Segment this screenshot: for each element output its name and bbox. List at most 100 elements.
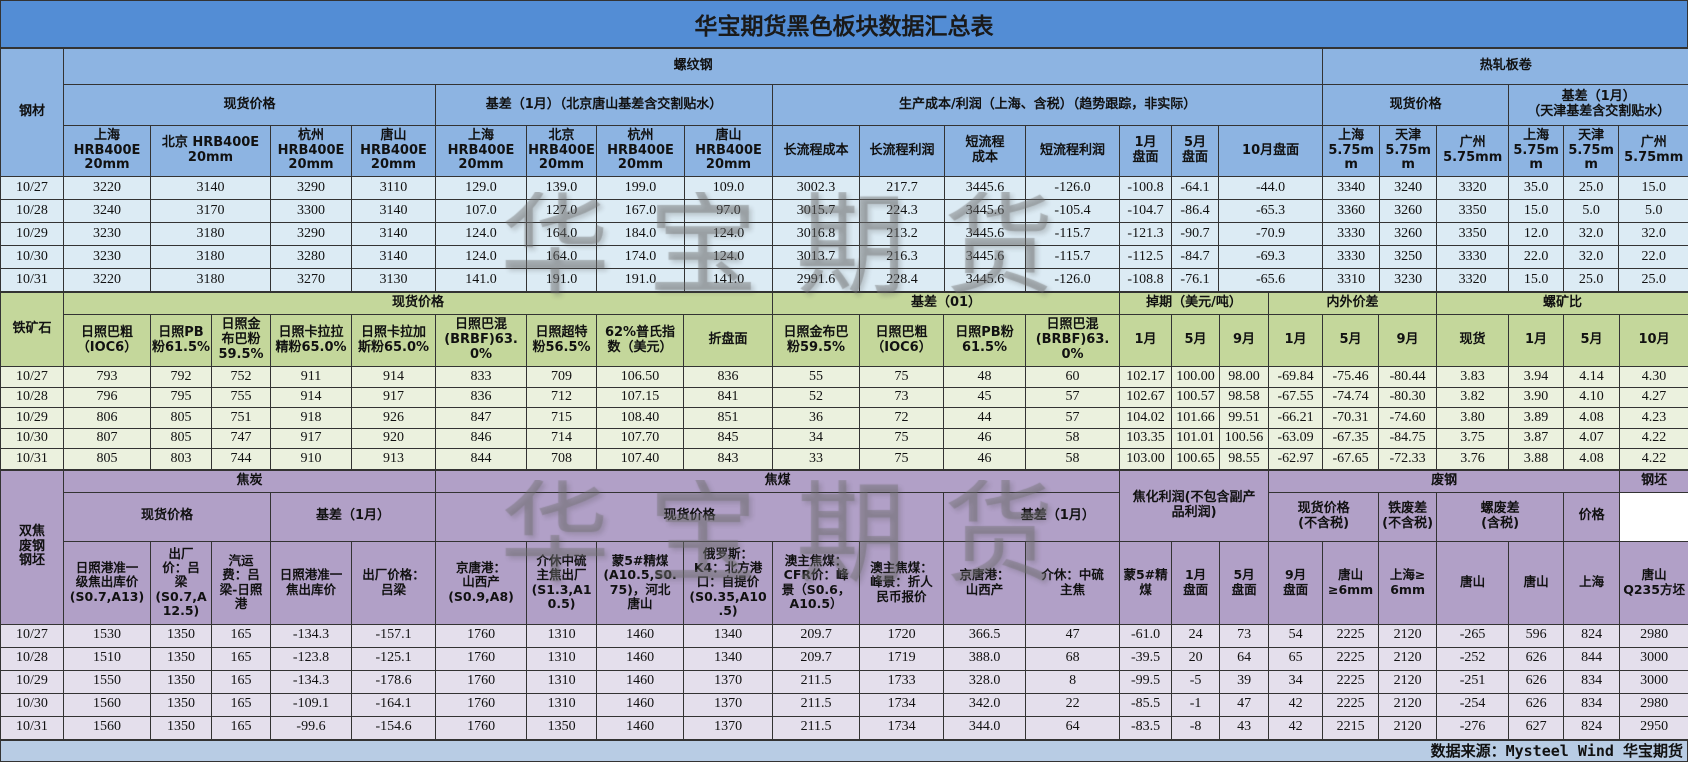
column-header: 唐山 — [1437, 541, 1509, 624]
scrap-spot-header: 现货价格 (不含税) — [1269, 492, 1379, 541]
column-header: 北京 HRB400E 20mm — [527, 126, 597, 177]
data-cell: 755 — [212, 387, 271, 408]
data-cell: 3.94 — [1509, 367, 1564, 388]
data-cell: 1760 — [436, 693, 527, 716]
data-cell: 792 — [151, 367, 212, 388]
data-cell: 1760 — [436, 624, 527, 647]
column-header: 长流程利润 — [860, 126, 945, 177]
column-header: 介休：中硫 主焦 — [1026, 541, 1120, 624]
data-cell: 107.70 — [597, 428, 684, 449]
data-cell: 914 — [271, 387, 352, 408]
data-cell: 3350 — [1437, 200, 1509, 223]
data-cell: 806 — [64, 408, 151, 429]
section-label-coal: 双焦 废钢 钢坯 — [1, 470, 64, 624]
column-header: 9月 盘面 — [1269, 541, 1323, 624]
data-cell: 165 — [212, 647, 271, 670]
data-cell: 1350 — [151, 647, 212, 670]
data-cell: 2120 — [1379, 670, 1437, 693]
data-cell: 216.3 — [860, 246, 945, 269]
data-cell: 3240 — [1380, 177, 1437, 200]
data-cell: 24 — [1172, 624, 1220, 647]
data-cell: 58 — [1026, 449, 1120, 470]
data-cell: 224.3 — [860, 200, 945, 223]
data-cell: 8 — [1026, 670, 1120, 693]
data-cell: -99.6 — [271, 716, 352, 739]
page-title: 华宝期货黑色板块数据汇总表 — [0, 0, 1688, 48]
data-cell: 920 — [352, 428, 436, 449]
data-cell: 3013.7 — [773, 246, 860, 269]
data-cell: 2120 — [1379, 647, 1437, 670]
data-cell: 4.27 — [1620, 387, 1688, 408]
data-source: 数据来源：Mysteel Wind 华宝期货 — [0, 740, 1688, 762]
data-cell: -63.09 — [1269, 428, 1323, 449]
data-cell: 3330 — [1437, 246, 1509, 269]
data-cell: 3350 — [1437, 223, 1509, 246]
column-header: 出厂价格： 吕梁 — [352, 541, 436, 624]
data-cell: 43 — [1220, 716, 1269, 739]
data-cell: 2225 — [1323, 693, 1379, 716]
data-cell: -83.5 — [1120, 716, 1172, 739]
data-cell: 2980 — [1620, 693, 1688, 716]
data-cell: 102.17 — [1120, 367, 1172, 388]
data-cell: 3330 — [1323, 223, 1380, 246]
data-cell: 3.82 — [1437, 387, 1509, 408]
column-header: 日照PB 粉61.5% — [151, 315, 212, 367]
data-cell: -126.0 — [1026, 177, 1120, 200]
data-cell: 124.0 — [436, 223, 527, 246]
data-cell: -125.1 — [352, 647, 436, 670]
data-cell: 3170 — [151, 200, 271, 223]
data-cell: -276 — [1437, 716, 1509, 739]
data-cell: 3130 — [352, 269, 436, 292]
data-cell: 910 — [271, 449, 352, 470]
column-header: 日照巴混 (BRBF)63.0% — [1026, 315, 1120, 367]
group-hrc: 热轧板卷 — [1323, 49, 1688, 85]
data-cell: -90.7 — [1172, 223, 1219, 246]
column-header: 上海 HRB400E 20mm — [64, 126, 151, 177]
data-cell: -65.6 — [1219, 269, 1323, 292]
data-cell: 3290 — [271, 223, 352, 246]
data-cell: 747 — [212, 428, 271, 449]
column-header: 上海 5.75mm — [1323, 126, 1380, 177]
iron-scrap-spread-header: 铁废差 (不含税) — [1379, 492, 1437, 541]
data-cell: 25.0 — [1564, 177, 1619, 200]
data-cell: -251 — [1437, 670, 1509, 693]
data-cell: 1720 — [860, 624, 944, 647]
data-cell: 5.0 — [1619, 200, 1688, 223]
data-cell: -154.6 — [352, 716, 436, 739]
data-cell: -115.7 — [1026, 223, 1120, 246]
column-header: 62%普氏指 数（美元） — [597, 315, 684, 367]
data-cell: 36 — [773, 408, 860, 429]
data-cell: 164.0 — [527, 246, 597, 269]
coke-basis-header: 基差（1月） — [271, 492, 436, 541]
data-cell: 795 — [151, 387, 212, 408]
data-cell: 824 — [1564, 716, 1620, 739]
data-cell: 3.88 — [1509, 449, 1564, 470]
rebar-ore-ratio-header: 螺矿比 — [1437, 293, 1688, 315]
column-header: 短流程 成本 — [945, 126, 1026, 177]
data-cell: -66.21 — [1269, 408, 1323, 429]
column-header: 1月 — [1120, 315, 1172, 367]
data-cell: -112.5 — [1120, 246, 1172, 269]
data-cell: 100.00 — [1172, 367, 1220, 388]
data-cell: -44.0 — [1219, 177, 1323, 200]
data-cell: 1370 — [684, 693, 773, 716]
group-coking-coal: 焦煤 — [436, 470, 1120, 492]
data-cell: 65 — [1269, 647, 1323, 670]
column-header: 俄罗斯： K4：北方港 口：自提价 (S0.35,A10 .5) — [684, 541, 773, 624]
column-header: 唐山 — [1509, 541, 1564, 624]
data-cell: 1350 — [151, 693, 212, 716]
data-cell: 914 — [352, 367, 436, 388]
data-cell: 46 — [944, 449, 1026, 470]
data-cell: 64 — [1026, 716, 1120, 739]
row-date: 10/31 — [1, 716, 64, 739]
data-cell: 3140 — [352, 223, 436, 246]
data-cell: 2950 — [1620, 716, 1688, 739]
coal-spot-header: 现货价格 — [436, 492, 944, 541]
data-cell: 129.0 — [436, 177, 527, 200]
row-date: 10/29 — [1, 223, 64, 246]
